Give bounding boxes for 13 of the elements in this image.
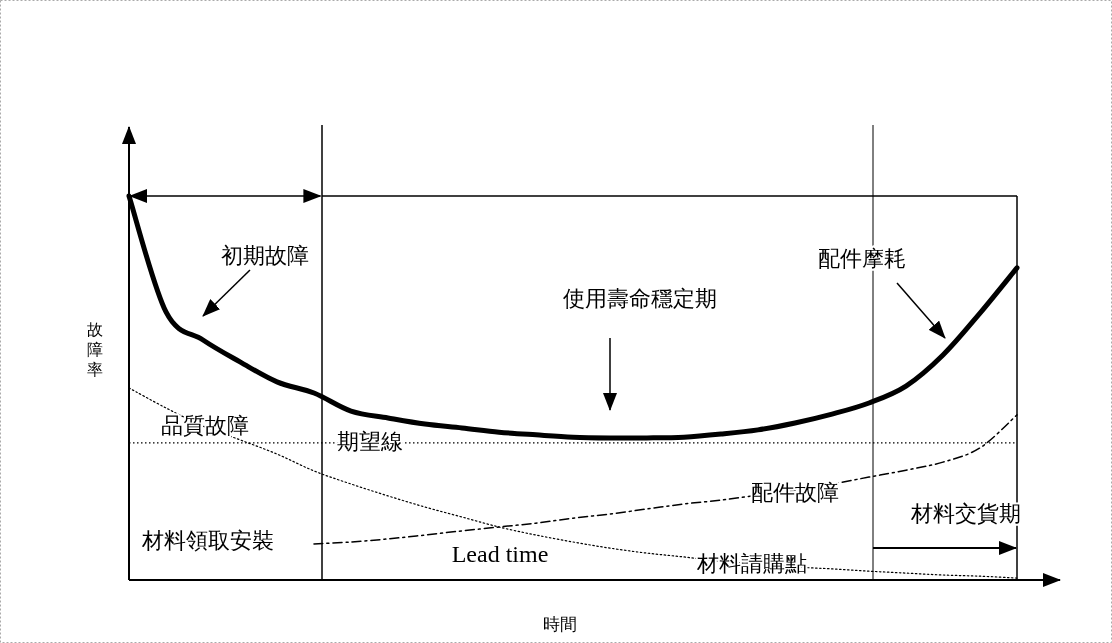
- annotation: 材料領取安裝: [142, 528, 274, 553]
- annotation: 使用壽命穩定期: [563, 286, 717, 311]
- annotation: 使用壽命穩定期: [563, 286, 717, 411]
- annotation: 配件摩耗: [818, 246, 946, 339]
- annotation: 配件摩耗: [818, 246, 906, 271]
- ref-line-label: 期望線: [337, 428, 403, 454]
- annotation: 材料請購點: [697, 551, 807, 576]
- annotation: 初期故障: [221, 243, 309, 268]
- annotation: Lead time: [451, 541, 549, 567]
- x-axis-title: 時間: [543, 614, 577, 634]
- series-label: 品質故障: [161, 413, 249, 438]
- annotation: 初期故障: [202, 243, 309, 317]
- y-axis-title: 故障率: [87, 320, 103, 379]
